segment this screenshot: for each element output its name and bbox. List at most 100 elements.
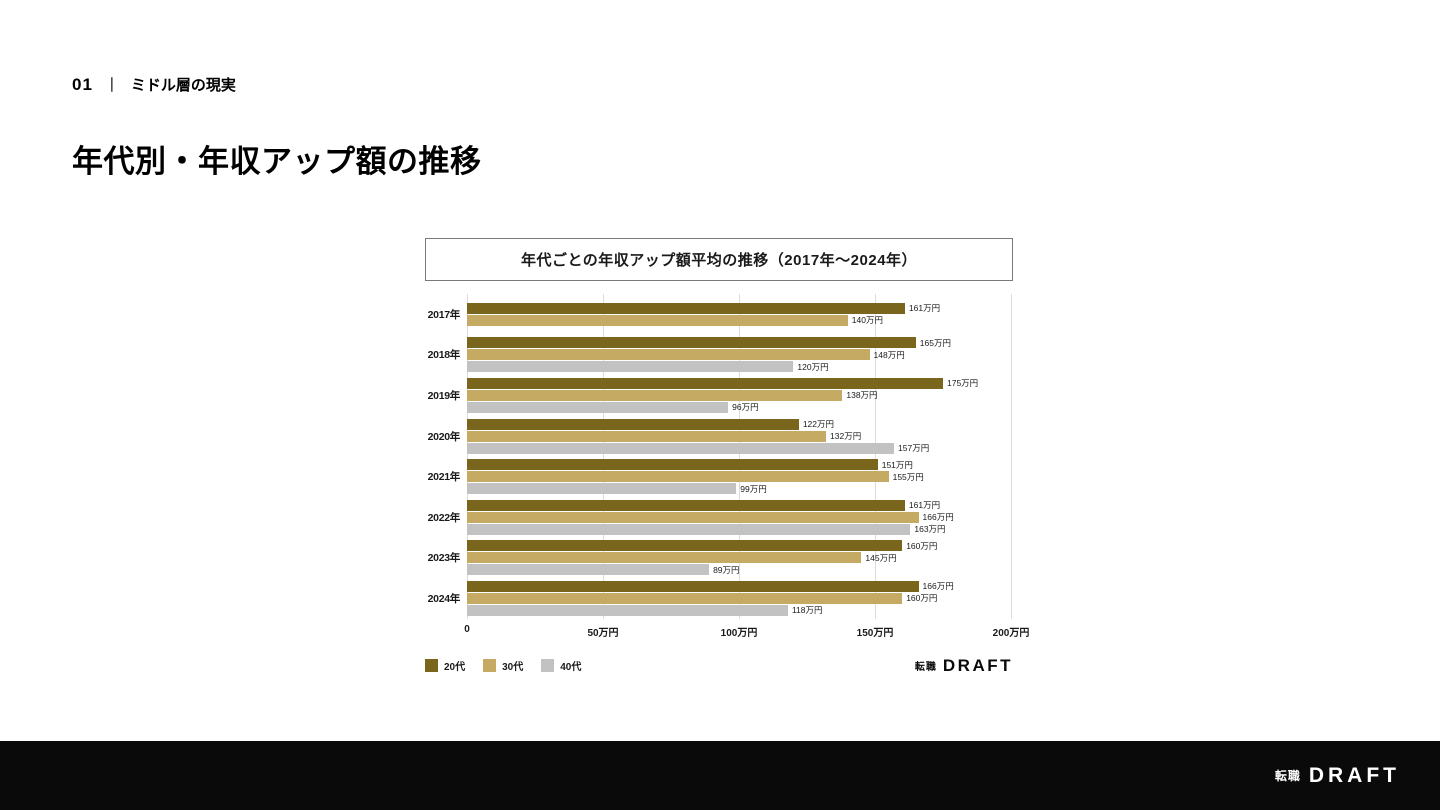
gridline [875, 294, 876, 619]
bar-40代 [467, 523, 911, 535]
value-label: 118万円 [791, 605, 823, 616]
gridline [739, 294, 740, 619]
legend-swatch-icon [541, 659, 555, 673]
bar-30代 [467, 592, 903, 604]
value-label: 175万円 [947, 378, 979, 389]
bar-20代 [467, 418, 799, 430]
section-number: 01 [72, 74, 93, 94]
legend-swatch-icon [425, 659, 438, 673]
section-divider: ｜ [104, 76, 119, 93]
plot-area: 2017年 161万円 140万円 2018年 165万円 148万円 120万円 2019年… [425, 294, 1013, 619]
bar-20代 [467, 302, 905, 314]
bar-20代 [467, 499, 905, 511]
chart-title-box: 年代ごとの年収アップ額平均の推移（2017年〜2024年） [425, 238, 1013, 281]
legend-item: 20代 [425, 658, 465, 673]
bar-row: 160万円 [467, 540, 1011, 552]
bar-40代 [467, 401, 729, 413]
value-label: 166万円 [922, 581, 954, 592]
bar-row: 138万円 [467, 389, 1011, 401]
bar-group: 2017年 161万円 140万円 [425, 294, 1013, 335]
bar-20代 [467, 377, 943, 389]
category-label: 2019年 [427, 389, 461, 402]
bar-group: 2019年 175万円 138万円 96万円 [425, 375, 1013, 416]
x-tick-label: 100万円 [720, 627, 758, 639]
value-label: 99万円 [740, 483, 767, 494]
value-label: 138万円 [846, 390, 878, 401]
category-label: 2024年 [427, 592, 461, 605]
value-label: 148万円 [873, 349, 905, 360]
value-label: 161万円 [908, 303, 941, 314]
bar-30代 [467, 552, 862, 564]
value-label: 166万円 [922, 512, 954, 523]
chart-brand-logo: 転職 DRAFT [915, 656, 1013, 676]
bar-row: 165万円 [467, 337, 1011, 349]
value-label: 155万円 [892, 471, 924, 482]
bar-row: 163万円 [467, 523, 1011, 535]
value-label: 157万円 [898, 443, 930, 454]
x-tick-label: 50万円 [587, 627, 619, 639]
value-label: 165万円 [919, 337, 951, 348]
category-label: 2022年 [427, 511, 461, 524]
bar-stack: 175万円 138万円 96万円 [467, 377, 1013, 413]
legend-item: 30代 [483, 658, 523, 673]
bar-row: 122万円 [467, 418, 1011, 430]
bar-row: 160万円 [467, 592, 1011, 604]
bar-20代 [467, 337, 916, 349]
bar-row: 166万円 [467, 511, 1011, 523]
bar-row: 99万円 [467, 483, 1011, 495]
brand-name: DRAFT [942, 655, 1013, 675]
legend-label: 20代 [444, 662, 466, 674]
bar-stack: 161万円 166万円 163万円 [467, 499, 1013, 535]
bar-row: 148万円 [467, 349, 1011, 361]
bar-row: 161万円 [467, 499, 1011, 511]
chart-footer: 20代 30代 40代 転職 DRAFT [425, 656, 1013, 676]
bar-row: 175万円 [467, 377, 1011, 389]
value-label: 120万円 [797, 361, 829, 372]
gridline [603, 294, 604, 619]
x-axis: 0 50万円 100万円 150万円 200万円 [464, 624, 1029, 640]
bar-row: 155万円 [467, 471, 1011, 483]
page-title: 年代別・年収アップ額の推移 [72, 144, 482, 179]
footer-bar: 転職 DRAFT [0, 741, 1440, 810]
category-label: 2020年 [427, 430, 461, 443]
x-tick-label: 200万円 [992, 627, 1030, 639]
bar-groups: 2017年 161万円 140万円 2018年 165万円 148万円 120万円 2019年… [425, 294, 1013, 619]
bar-row: 145万円 [467, 552, 1011, 564]
bar-group: 2023年 160万円 145万円 89万円 [425, 538, 1013, 579]
brand-prefix: 転職 [914, 662, 937, 674]
bar-row: 140万円 [467, 314, 1011, 326]
bar-20代 [467, 580, 919, 592]
gridline [1011, 294, 1012, 619]
category-label: 2021年 [427, 471, 461, 484]
bar-group: 2021年 151万円 155万円 99万円 [425, 456, 1013, 497]
bar-group: 2022年 161万円 166万円 163万円 [425, 497, 1013, 538]
legend-label: 40代 [560, 662, 582, 674]
bar-row: 96万円 [467, 401, 1011, 413]
bar-stack: 122万円 132万円 157万円 [467, 418, 1013, 454]
value-label: 163万円 [914, 524, 946, 535]
bar-row: 151万円 [467, 459, 1011, 471]
bar-30代 [467, 349, 870, 361]
bar-group: 2020年 122万円 132万円 157万円 [425, 416, 1013, 457]
bar-row: 118万円 [467, 604, 1011, 616]
value-label: 145万円 [865, 552, 897, 563]
bar-row: 166万円 [467, 580, 1011, 592]
section-header: 01 ｜ ミドル層の現実 [72, 74, 236, 95]
legend-label: 30代 [502, 662, 524, 674]
gridline [467, 294, 468, 619]
footer-brand-logo: 転職 DRAFT [1275, 764, 1400, 788]
value-label: 151万円 [881, 459, 913, 470]
bar-20代 [467, 540, 903, 552]
value-label: 161万円 [908, 500, 941, 511]
legend-item: 40代 [541, 658, 581, 673]
bar-row: 157万円 [467, 442, 1011, 454]
legend: 20代 30代 40代 [425, 658, 581, 673]
legend-swatch-icon [483, 659, 497, 673]
chart: 年代ごとの年収アップ額平均の推移（2017年〜2024年） 2017年 161万円… [425, 238, 1029, 676]
bar-stack: 160万円 145万円 89万円 [467, 540, 1013, 576]
footer-brand-prefix: 転職 [1274, 769, 1301, 783]
value-label: 122万円 [802, 419, 835, 430]
bar-30代 [467, 389, 843, 401]
bar-row: 161万円 [467, 302, 1011, 314]
